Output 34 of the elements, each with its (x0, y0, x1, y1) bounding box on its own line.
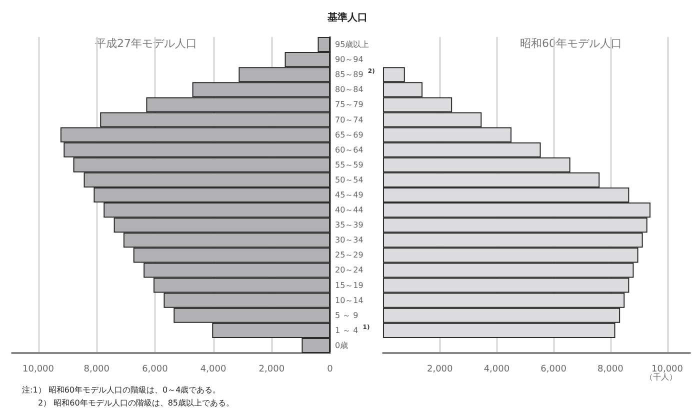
y-tick-label: 20～24 (335, 266, 364, 275)
y-tick-label: 50～54 (335, 175, 364, 184)
y-tick-label: 55～59 (335, 160, 364, 170)
y-tick-label: 45～49 (335, 190, 364, 200)
x-tick-label: 8,000 (84, 364, 110, 374)
text: 注:1） 昭和60年モデル人口の階級は、0～4歳である。 (22, 386, 221, 394)
x-axis-title: （千人） (645, 372, 677, 382)
y-tick-label: 15～19 (335, 280, 364, 290)
x-tick-label: 2,000 (258, 364, 285, 374)
y-tick-label: 10～14 (335, 296, 364, 305)
x-tick-label: 0 (327, 364, 334, 374)
x-tick-label: 6,000 (540, 364, 567, 374)
x-tick-label: 6,000 (142, 364, 168, 374)
y-tick-label: 60～64 (335, 145, 364, 154)
x-tick-label: 2,000 (426, 364, 454, 374)
x-tick-label: 10,000 (652, 364, 684, 374)
y-tick-label: 0歳 (335, 340, 348, 350)
y-tick-label: 90～94 (335, 55, 364, 64)
y-tick-label: 30～34 (335, 236, 364, 245)
y-tick-label: 75～79 (335, 100, 364, 110)
y-tick-label: 80～84 (335, 85, 364, 94)
x-tick-label: 4,000 (484, 364, 510, 374)
y-tick-label: 40～44 (335, 206, 364, 215)
y-tick-label: 5 ～ 9 (335, 310, 358, 320)
y-tick-label: 35～39 (335, 220, 364, 230)
x-tick-label: 4,000 (200, 364, 226, 374)
y-tick-label: 25～29 (335, 250, 364, 260)
x-tick-label: 10,000 (22, 364, 54, 374)
y-tick-label: 95歳以上 (335, 40, 370, 50)
x-tick-label: 8,000 (598, 364, 624, 374)
y-tick-label: 65～69 (335, 130, 364, 140)
chart-title: 基準人口 (326, 12, 368, 24)
text: 2） 昭和60年モデル人口の階級は、85歳以上である。 (38, 398, 234, 408)
y-tick-label: 70～74 (335, 115, 364, 124)
